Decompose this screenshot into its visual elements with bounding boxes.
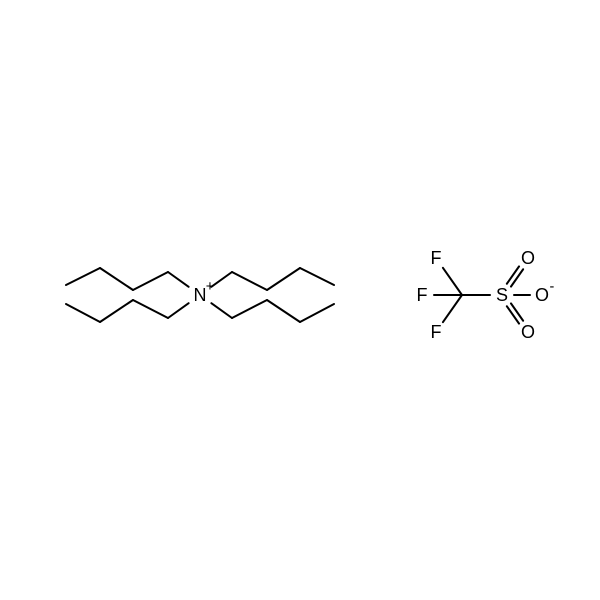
fluorine-label-0: F	[431, 248, 442, 268]
oxygen-label-1: O	[535, 285, 549, 305]
oxygen-label-2: O	[521, 322, 535, 342]
fluorine-label-1: F	[417, 285, 428, 305]
fluorine-label-2: F	[431, 322, 442, 342]
nitrogen-label: N	[194, 285, 207, 305]
oxygen-label-0: O	[521, 248, 535, 268]
chemical-structure-diagram: N+FFFOO-OS	[0, 0, 600, 600]
canvas-bg	[0, 0, 600, 600]
sulfur-label: S	[496, 285, 508, 305]
nitrogen-label-charge: +	[206, 279, 214, 295]
oxygen-label-1-charge: -	[550, 279, 555, 295]
